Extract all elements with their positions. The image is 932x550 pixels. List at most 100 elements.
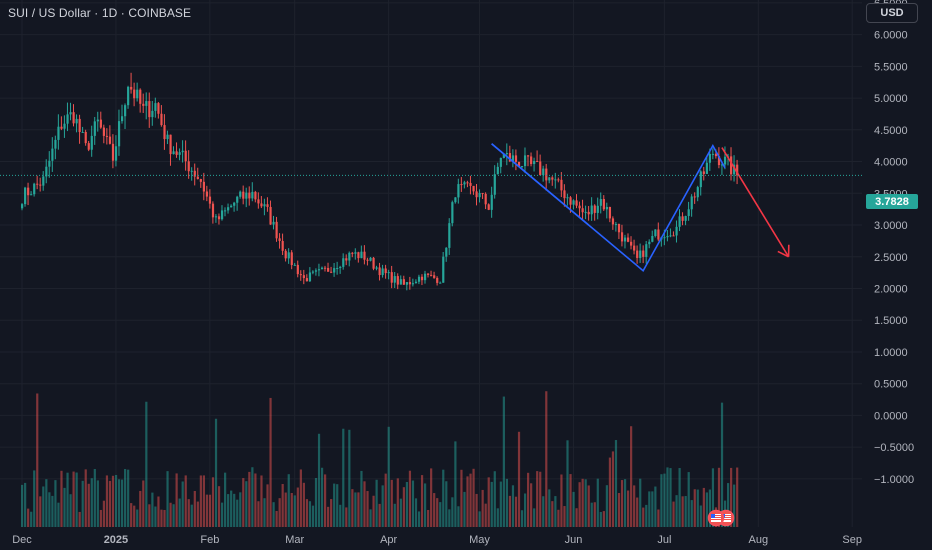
volume-bar [305, 499, 309, 527]
candle-body [505, 153, 508, 155]
volume-bar [711, 468, 715, 527]
candle-body [266, 204, 269, 207]
volume-bar [417, 511, 421, 527]
volume-bar [572, 491, 575, 527]
volume-bar [117, 479, 121, 527]
time-tick-label: Feb [200, 534, 219, 546]
volume-bar [211, 477, 215, 527]
candle-body [554, 179, 557, 181]
volume-bar [581, 478, 584, 527]
volume-bar [81, 480, 84, 527]
price-tick-label: 2.5000 [874, 252, 908, 264]
volume-bar [639, 478, 642, 527]
volume-bar [508, 495, 512, 527]
candle-body [275, 221, 278, 239]
forecast-arrow-head [777, 250, 789, 258]
candle-body [645, 244, 648, 257]
candle-body [278, 238, 281, 241]
candle-body [78, 118, 81, 133]
price-tick-label: 4.5000 [874, 125, 908, 137]
candle-body [596, 205, 599, 213]
volume-bar [672, 501, 675, 527]
currency-button[interactable]: USD [866, 3, 918, 23]
volume-bar [339, 504, 342, 527]
volume-bar [21, 484, 24, 527]
candle-body [236, 196, 239, 203]
candle-body [308, 272, 312, 282]
candle-body [96, 119, 99, 122]
candle-body [93, 121, 96, 136]
candle-body [396, 276, 399, 285]
candle-body [217, 216, 221, 220]
volume-bar [314, 477, 318, 527]
candle-body [345, 258, 348, 261]
volume-bar [663, 473, 666, 527]
volume-bar [560, 474, 563, 527]
volume-bar [148, 504, 151, 527]
volume-bar [251, 467, 254, 527]
volume-bar [84, 469, 87, 527]
volume-bar [196, 501, 199, 527]
volume-bar [614, 440, 618, 527]
volume-bar [342, 428, 345, 527]
candle-body [348, 252, 351, 261]
volume-bar [120, 479, 124, 527]
volume-bar [27, 508, 30, 527]
candle-body [57, 126, 60, 140]
volume-bar [436, 498, 439, 527]
volume-bar [390, 479, 393, 527]
volume-bar [124, 469, 127, 527]
volume-bar [505, 478, 508, 527]
candle-body [327, 267, 330, 272]
candle-body [430, 274, 433, 276]
volume-bar [330, 499, 333, 527]
candle-body [478, 192, 481, 198]
volume-bar [102, 500, 106, 527]
volume-bar [511, 485, 515, 527]
candle-body [372, 257, 375, 269]
volume-bar [33, 470, 36, 527]
candle-body [439, 282, 442, 284]
volume-bar [187, 499, 190, 527]
volume-bar [145, 401, 148, 527]
price-tick-label: 2.0000 [874, 283, 908, 295]
price-tick-label: −1.0000 [874, 474, 914, 486]
candle-body [414, 281, 418, 284]
volume-bar [233, 493, 236, 527]
candle-body [678, 216, 681, 227]
volume-bar [517, 431, 521, 527]
volume-bar [469, 473, 472, 527]
candle-body [530, 156, 533, 164]
volume-bar [733, 484, 736, 527]
candle-body [72, 112, 75, 124]
candle-body [545, 168, 548, 181]
candle-body [623, 237, 627, 242]
candle-body [54, 139, 57, 149]
price-tick-label: 1.5000 [874, 315, 908, 327]
volume-bar [705, 492, 708, 527]
candle-body [224, 210, 227, 212]
candle-body [387, 272, 390, 274]
candle-body [717, 156, 721, 166]
volume-bar [630, 426, 633, 527]
volume-bar [230, 490, 233, 527]
economic-events-icons[interactable] [703, 509, 745, 532]
candle-body [193, 170, 196, 177]
candle-body [542, 168, 545, 176]
volume-bar [384, 473, 387, 527]
candle-body [602, 198, 605, 210]
candle-body [254, 191, 257, 200]
candle-body [411, 283, 415, 285]
candle-body [239, 191, 242, 197]
candle-body [299, 274, 302, 276]
volume-bar [575, 508, 578, 527]
candle-body [590, 205, 593, 215]
candle-body [175, 151, 178, 155]
volume-bar [605, 485, 608, 527]
candle-body [160, 113, 163, 126]
candle-body [520, 166, 524, 168]
volume-bar [490, 481, 493, 527]
candle-body [263, 204, 266, 207]
volume-bar [430, 468, 433, 527]
